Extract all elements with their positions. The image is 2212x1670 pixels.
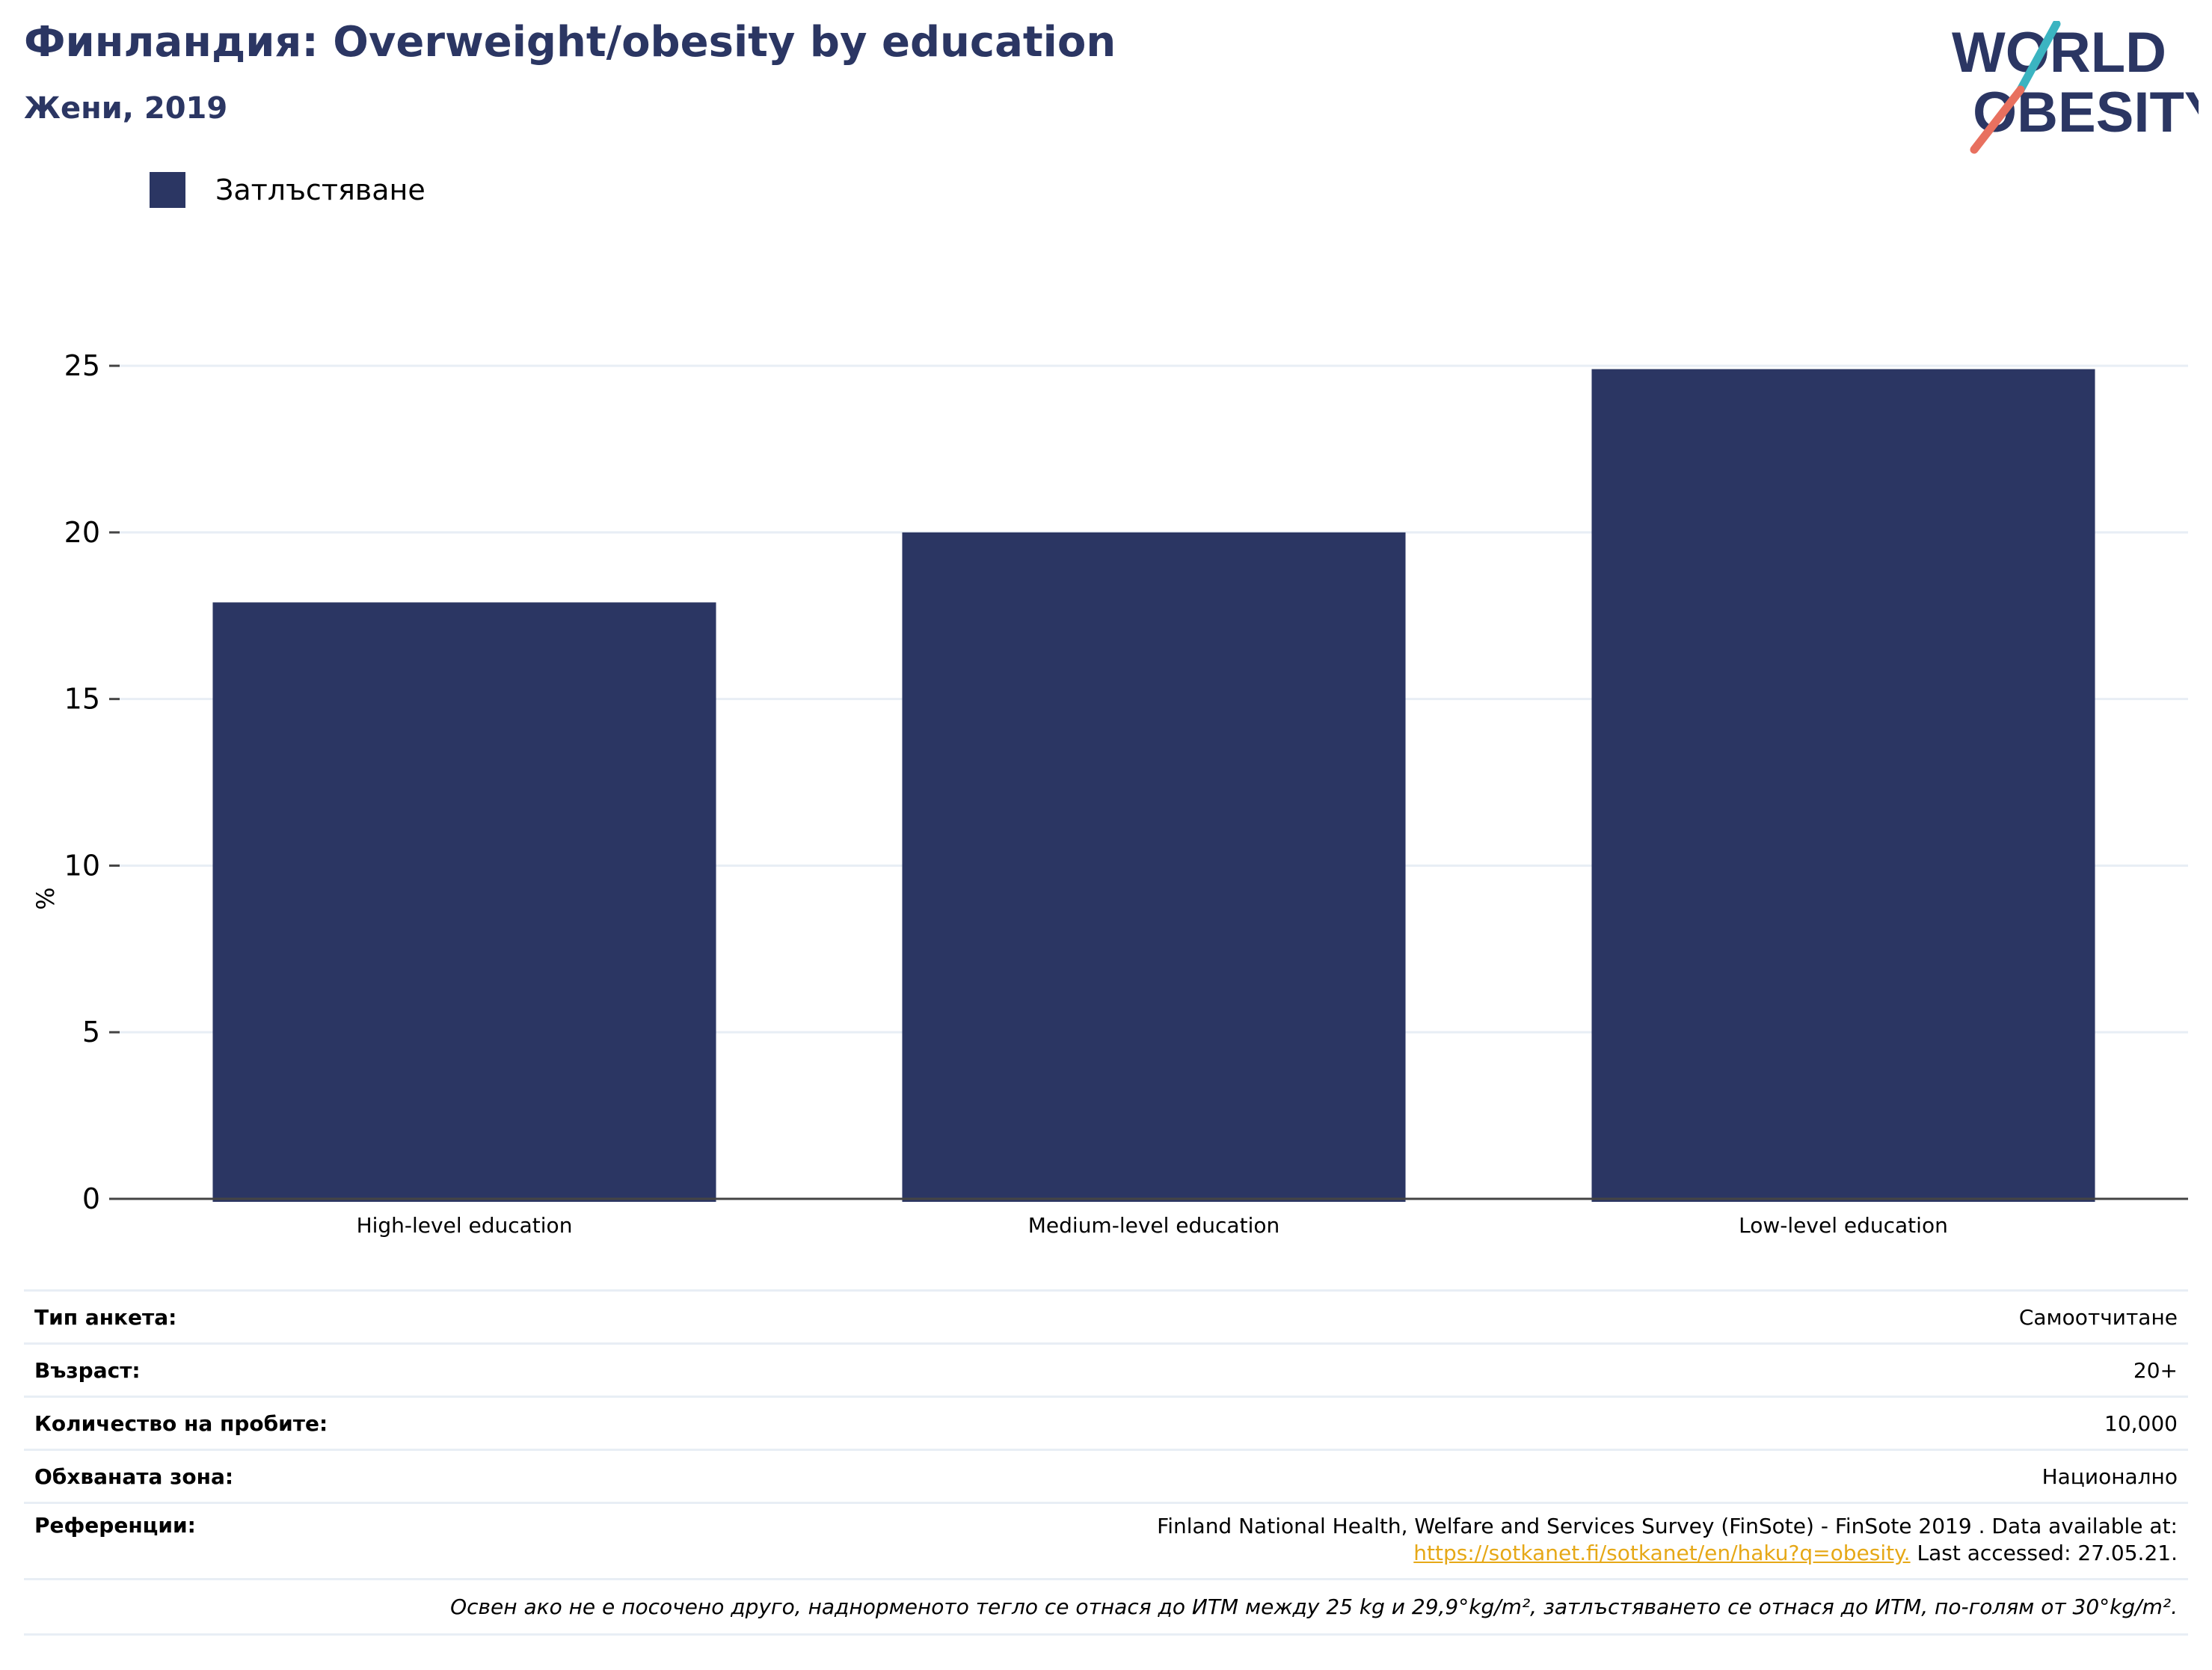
bars <box>212 369 2095 1202</box>
meta-value: 20+ <box>2133 1357 2178 1383</box>
y-tick-label: 5 <box>82 1016 100 1049</box>
meta-key: Възраст: <box>34 1357 141 1383</box>
meta-key: Количество на пробите: <box>34 1410 328 1436</box>
legend-label: Затлъстяване <box>215 174 425 206</box>
meta-row-references: Референции: Finland National Health, Wel… <box>24 1502 2188 1578</box>
meta-row-age: Възраст: 20+ <box>24 1342 2188 1396</box>
bar-3 <box>1591 369 2095 1202</box>
meta-row-survey-type: Тип анкета: Самоотчитане <box>24 1289 2188 1342</box>
x-tick-label: High-level education <box>357 1213 573 1238</box>
bar-2 <box>902 532 1406 1202</box>
y-tick-labels: 0 5 10 15 20 25 <box>64 349 120 1215</box>
world-obesity-logo: WORLD OBESITY <box>1952 21 2199 154</box>
logo-line1: WORLD <box>1952 21 2166 85</box>
reference-source: Finland National Health, Welfare and Ser… <box>1157 1514 2178 1538</box>
bar-1 <box>212 602 716 1202</box>
metadata-table: Тип анкета: Самоотчитане Възраст: 20+ Ко… <box>24 1289 2188 1636</box>
y-axis-label: % <box>31 887 60 909</box>
reference-link-line: https://sotkanet.fi/sotkanet/en/haku?q=o… <box>1157 1540 2178 1567</box>
y-tick-label: 10 <box>64 849 100 882</box>
chart-title: Финландия: Overweight/obesity by educati… <box>24 18 1116 67</box>
reference-accessed: Last accessed: 27.05.21. <box>1910 1541 2178 1565</box>
definition-note: Освен ако не е посочено друго, наднормен… <box>24 1578 2188 1636</box>
bar-chart: 0 5 10 15 20 25 High-level education Medium-le… <box>31 349 2188 1238</box>
legend-swatch <box>150 172 185 208</box>
chart-subtitle: Жени, 2019 <box>24 91 228 126</box>
meta-row-coverage: Обхваната зона: Национално <box>24 1449 2188 1502</box>
x-tick-label: Medium-level education <box>1028 1213 1279 1238</box>
logo-line2: OBESITY <box>1973 81 2199 144</box>
logo-slash-top <box>2016 21 2061 94</box>
x-tick-label: Low-level education <box>1739 1213 1948 1238</box>
references-text: Finland National Health, Welfare and Ser… <box>1157 1513 2178 1567</box>
y-tick-label: 20 <box>64 516 100 549</box>
y-tick-label: 25 <box>64 349 100 382</box>
meta-key: Тип анкета: <box>34 1304 177 1330</box>
meta-key: Обхваната зона: <box>34 1464 234 1489</box>
meta-value: Самоотчитане <box>2018 1304 2178 1330</box>
meta-row-sample-size: Количество на пробите: 10,000 <box>24 1396 2188 1449</box>
reference-link[interactable]: https://sotkanet.fi/sotkanet/en/haku?q=o… <box>1413 1541 1911 1565</box>
logo-slash-bottom <box>1970 85 2025 154</box>
chart-legend: Затлъстяване <box>150 172 425 208</box>
y-tick-label: 0 <box>82 1182 100 1215</box>
meta-value: Национално <box>2042 1464 2178 1489</box>
x-tick-labels: High-level education Medium-level educati… <box>357 1213 1948 1238</box>
meta-key: Референции: <box>34 1513 196 1538</box>
y-tick-label: 15 <box>64 683 100 716</box>
meta-value: 10,000 <box>2104 1410 2178 1436</box>
